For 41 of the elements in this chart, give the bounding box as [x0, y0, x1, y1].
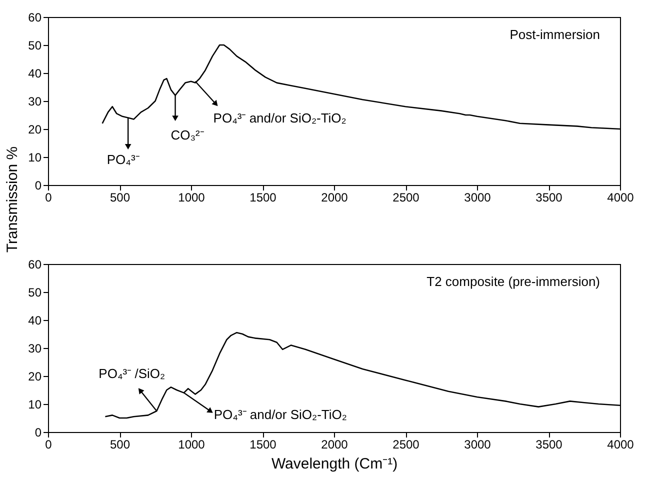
y-tick-label: 60 — [28, 10, 42, 24]
annotation: PO₄³⁻ and/or SiO₂-TiO₂ — [213, 110, 346, 126]
x-tick-label: 3500 — [536, 190, 563, 204]
x-tick-label: 0 — [45, 438, 52, 452]
y-tick-label: 0 — [34, 178, 42, 192]
x-tick-label: 1000 — [178, 438, 206, 452]
annotation: PO₄³⁻ — [106, 152, 140, 167]
annotation: CO₃²⁻ — [170, 127, 204, 142]
y-tick-label: 20 — [28, 122, 42, 136]
x-tick-label: 3500 — [536, 438, 563, 452]
y-tick-label: 20 — [28, 370, 42, 384]
x-axis-title: Wavelength (Cm⁻¹) — [271, 456, 398, 472]
x-tick-label: 1500 — [250, 190, 277, 204]
text: Post-immersion — [510, 27, 600, 42]
annotation: PO₄³⁻ and/or SiO₂-TiO₂ — [214, 406, 347, 422]
x-tick-label: 3000 — [464, 190, 492, 204]
y-tick-label: 50 — [28, 286, 42, 300]
x-tick-label: 2500 — [392, 190, 420, 204]
x-tick-label: 500 — [110, 190, 130, 204]
y-tick-label: 60 — [28, 258, 42, 272]
y-tick-label: 0 — [34, 426, 42, 440]
x-tick-label: 4000 — [607, 438, 634, 452]
y-tick-label: 30 — [28, 94, 42, 108]
x-tick-label: 2500 — [392, 438, 420, 452]
text: T2 composite (pre-immersion) — [426, 274, 600, 289]
y-tick-label: 40 — [28, 314, 42, 328]
x-tick-label: 4000 — [607, 190, 634, 204]
y-tick-label: 10 — [28, 398, 42, 412]
x-tick-label: 1000 — [178, 190, 206, 204]
x-tick-label: 0 — [45, 190, 52, 204]
x-tick-label: 500 — [110, 438, 130, 452]
y-tick-label: 30 — [28, 342, 42, 356]
x-tick-label: 3000 — [464, 438, 492, 452]
y-tick-label: 40 — [28, 66, 42, 80]
annotation: PO₄³⁻ /SiO₂ — [98, 366, 166, 381]
x-tick-label: 1500 — [250, 438, 277, 452]
y-tick-label: 50 — [28, 38, 42, 52]
x-tick-label: 2000 — [321, 438, 348, 452]
x-tick-label: 2000 — [321, 190, 348, 204]
y-axis-title: Transmission % — [4, 146, 22, 253]
y-tick-label: 10 — [28, 150, 42, 164]
